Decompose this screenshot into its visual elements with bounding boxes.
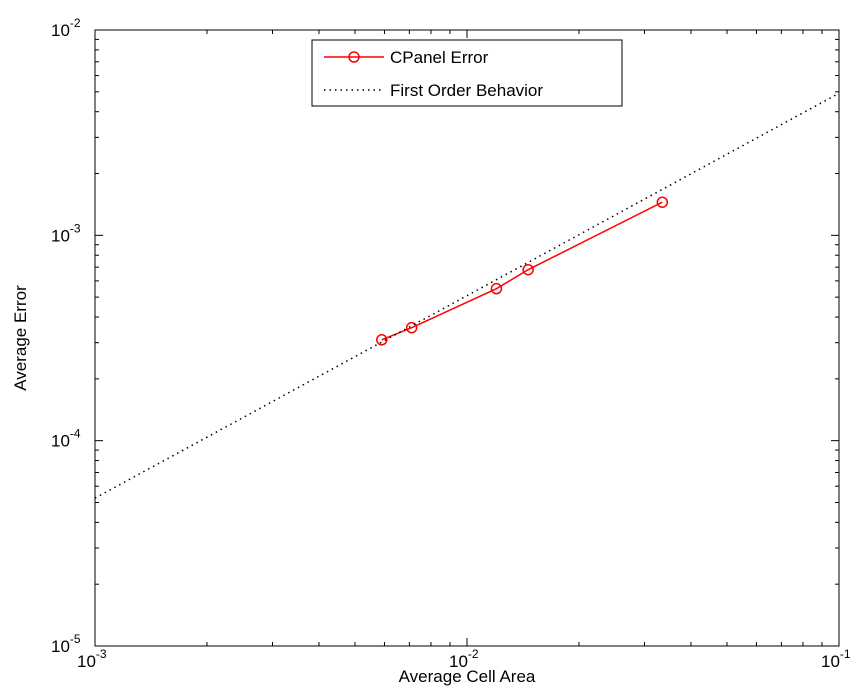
y-tick-label: 10-4 (51, 427, 81, 451)
plot-area (94, 29, 840, 647)
y-tick-label-exponent: -2 (70, 16, 81, 30)
x-tick-label-exponent: -2 (468, 647, 479, 661)
y-tick-label-base: 10 (51, 21, 70, 40)
x-tick-label-base: 10 (449, 652, 468, 671)
y-tick-label-exponent: -5 (70, 632, 81, 646)
data-point-cpanel-error (405, 321, 418, 334)
x-tick-label-base: 10 (821, 652, 840, 671)
series-layer (94, 92, 840, 499)
x-tick-label: 10-1 (821, 647, 851, 671)
data-point-cpanel-error (656, 196, 669, 208)
data-point-cpanel-error (376, 334, 388, 346)
x-tick-label-exponent: -3 (96, 647, 107, 661)
data-point-cpanel-error (522, 263, 534, 276)
data-point-cpanel-error (490, 282, 503, 295)
tick-labels: 10-3 10-2 10-110-510-410-310-2 (51, 16, 851, 671)
x-tick-label-base: 10 (77, 652, 96, 671)
x-tick-label: 10-2 (449, 647, 479, 671)
y-tick-label-exponent: -4 (70, 427, 81, 441)
x-axis-label: Average Cell Area (399, 667, 536, 686)
y-tick-label-base: 10 (51, 432, 70, 451)
x-tick-label: 10-3 (77, 647, 107, 671)
series-line-first-order-behavior (94, 92, 840, 499)
y-tick-label-base: 10 (51, 226, 70, 245)
legend-cpanel-marker (348, 51, 360, 63)
legend-box (311, 39, 623, 107)
legend-cpanel-label: CPanel Error (390, 48, 489, 67)
y-tick-label: 10-2 (51, 16, 81, 40)
major-ticks (94, 29, 840, 647)
x-tick-label-exponent: -1 (840, 647, 851, 661)
legend-first-order-label: First Order Behavior (390, 81, 543, 100)
y-tick-label: 10-5 (51, 632, 81, 656)
y-tick-label: 10-3 (51, 221, 81, 245)
y-tick-label-base: 10 (51, 637, 70, 656)
y-axis-label: Average Error (11, 285, 30, 391)
y-tick-label-exponent: -3 (70, 221, 81, 235)
minor-ticks (95, 30, 839, 646)
legend: CPanel Error First Order Behavior (311, 39, 623, 107)
series-line-cpanel-error (381, 201, 663, 341)
